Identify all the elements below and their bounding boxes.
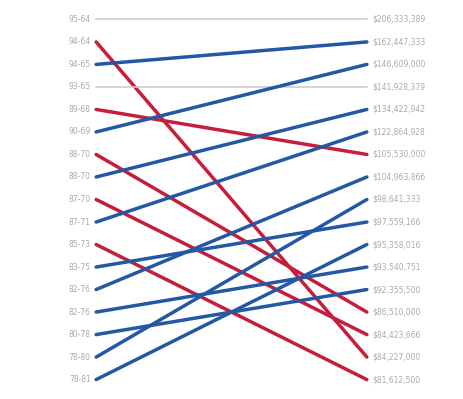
Text: 83-75: 83-75 (69, 263, 91, 272)
Text: $92,355,500: $92,355,500 (372, 285, 421, 294)
Text: 78-81: 78-81 (69, 375, 91, 384)
Text: $105,530,000: $105,530,000 (372, 150, 425, 159)
Text: $84,423,666: $84,423,666 (372, 330, 421, 339)
Text: 80-78: 80-78 (69, 330, 91, 339)
Text: $81,612,500: $81,612,500 (372, 375, 420, 384)
Text: $141,928,379: $141,928,379 (372, 83, 425, 91)
Text: 90-69: 90-69 (69, 127, 91, 136)
Text: 82-76: 82-76 (69, 308, 91, 316)
Text: 78-80: 78-80 (69, 353, 91, 361)
Text: 87-71: 87-71 (69, 217, 91, 227)
Text: $93,540,751: $93,540,751 (372, 263, 421, 272)
Text: 95-64: 95-64 (69, 15, 91, 24)
Text: 88-70: 88-70 (69, 172, 91, 182)
Text: $206,333,389: $206,333,389 (372, 15, 425, 24)
Text: 94-64: 94-64 (69, 38, 91, 46)
Text: $146,609,000: $146,609,000 (372, 60, 425, 69)
Text: $95,358,016: $95,358,016 (372, 240, 421, 249)
Text: $84,227,000: $84,227,000 (372, 353, 420, 361)
Text: $162,447,333: $162,447,333 (372, 38, 425, 46)
Text: $97,559,166: $97,559,166 (372, 217, 421, 227)
Text: $86,510,000: $86,510,000 (372, 308, 421, 316)
Text: 82-76: 82-76 (69, 285, 91, 294)
Text: 94-65: 94-65 (69, 60, 91, 69)
Text: 93-65: 93-65 (69, 83, 91, 91)
Text: $134,422,942: $134,422,942 (372, 105, 425, 114)
Text: 89-68: 89-68 (69, 105, 91, 114)
Text: 88-70: 88-70 (69, 150, 91, 159)
Text: $104,963,866: $104,963,866 (372, 172, 425, 182)
Text: $122,864,928: $122,864,928 (372, 127, 425, 136)
Text: $98,641,333: $98,641,333 (372, 195, 421, 204)
Text: 87-70: 87-70 (69, 195, 91, 204)
Text: 85-73: 85-73 (69, 240, 91, 249)
